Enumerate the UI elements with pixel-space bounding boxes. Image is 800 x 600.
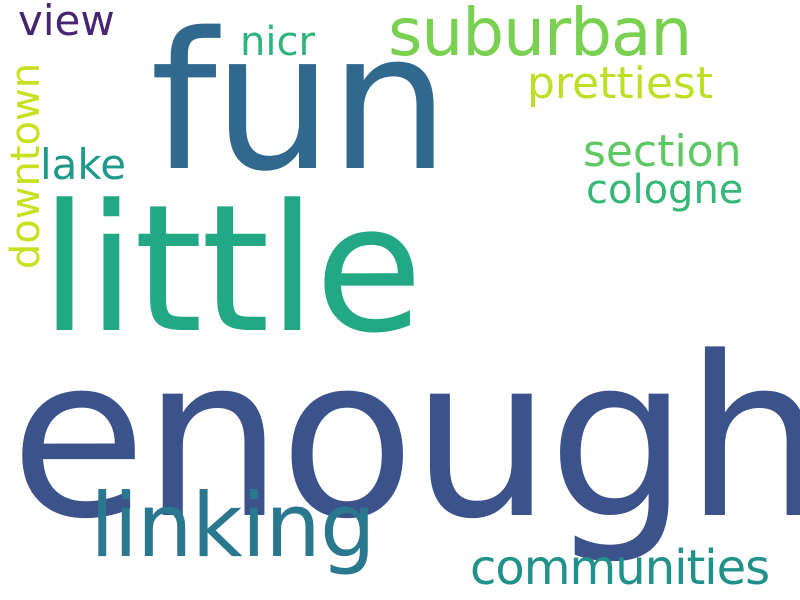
word-suburban: suburban — [388, 0, 692, 71]
word-section: section — [583, 126, 742, 177]
word-downtown: downtown — [3, 62, 49, 270]
word-view: view — [18, 0, 115, 45]
word-enough: enough — [10, 310, 800, 568]
word-communities: communities — [470, 540, 770, 596]
word-nicr: nicr — [240, 19, 315, 65]
word-prettiest: prettiest — [527, 58, 714, 109]
word-lake: lake — [40, 140, 127, 189]
word-linking: linking — [90, 474, 376, 577]
word-little: little — [40, 167, 423, 372]
word-cologne: cologne — [586, 167, 744, 213]
word-fun: fun — [150, 0, 450, 213]
